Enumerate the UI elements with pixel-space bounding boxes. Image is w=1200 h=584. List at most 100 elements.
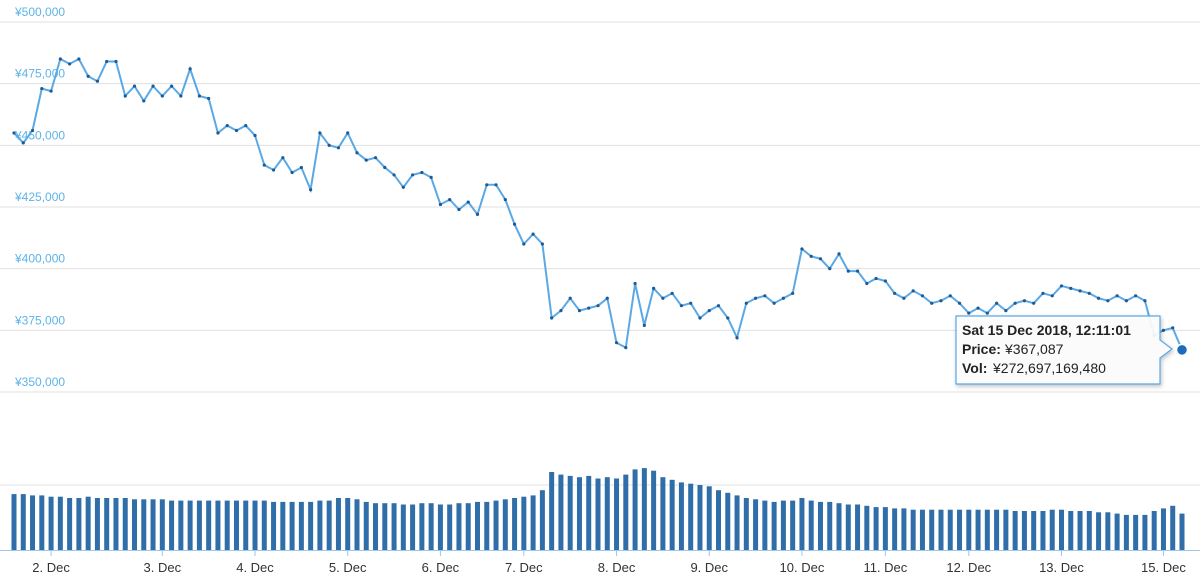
volume-bar [437, 504, 443, 550]
volume-bar [187, 500, 193, 550]
point [309, 188, 313, 192]
volume-bar [159, 499, 165, 550]
volume-bar [1096, 512, 1102, 550]
volume-bar [456, 503, 462, 550]
point [346, 131, 350, 135]
volume-bar [1077, 511, 1083, 550]
volume-bar [1142, 514, 1148, 550]
volume-bar [697, 485, 703, 550]
volume-bar [1123, 514, 1129, 550]
point [142, 99, 146, 103]
point [216, 131, 220, 135]
point [948, 294, 952, 298]
volume-bar [892, 508, 898, 550]
volume-bar [808, 500, 814, 550]
point [605, 296, 609, 300]
volume-bar [1049, 509, 1055, 550]
volume-bar [169, 500, 175, 550]
volume-bar [447, 504, 453, 550]
point [327, 143, 331, 147]
volume-bar [938, 509, 944, 550]
point [995, 301, 999, 305]
volume-bar [919, 509, 925, 550]
volume-bar [521, 496, 527, 550]
volume-bar [391, 503, 397, 550]
x-tick-label: 2. Dec [32, 560, 70, 575]
point [902, 296, 906, 300]
point [726, 316, 730, 320]
point [1106, 299, 1110, 303]
volume-bar [215, 500, 221, 550]
volume-bar [855, 504, 861, 550]
point [355, 151, 359, 155]
point [160, 94, 164, 98]
point [438, 202, 443, 207]
point [1050, 294, 1054, 298]
point [151, 84, 155, 88]
point [234, 128, 239, 133]
volume-bar [354, 499, 360, 550]
point [225, 124, 229, 128]
point [132, 84, 137, 88]
volume-bar [1058, 509, 1064, 550]
point [86, 74, 90, 78]
volume-bar [669, 479, 675, 550]
point [707, 309, 711, 313]
point [1069, 286, 1073, 290]
volume-bar [113, 498, 119, 550]
volume-bar [734, 495, 740, 550]
volume-bar [614, 478, 620, 550]
volume-bar [882, 507, 888, 550]
point [744, 301, 748, 305]
point [596, 304, 600, 308]
point [985, 311, 989, 315]
x-tick-label: 11. Dec [863, 560, 907, 575]
x-tick-label: 10. Dec [780, 560, 825, 575]
volume-bar [771, 501, 777, 550]
x-tick-label: 8. Dec [598, 560, 636, 575]
point [531, 232, 535, 236]
volume-bar [94, 498, 100, 550]
volume-bar [651, 470, 657, 550]
volume-bar [678, 482, 684, 550]
point [299, 165, 303, 170]
point [1078, 289, 1082, 293]
volume-bar [762, 500, 768, 550]
point [114, 59, 118, 64]
point [1171, 326, 1175, 330]
point [587, 306, 591, 310]
volume-bar [1012, 511, 1018, 550]
point [930, 301, 934, 305]
point [95, 79, 100, 83]
point [207, 96, 211, 101]
volume-bar [373, 503, 379, 550]
point [772, 301, 776, 305]
volume-bar [817, 501, 823, 550]
volume-bar [30, 495, 36, 550]
point [855, 269, 860, 273]
volume-bar [725, 492, 731, 550]
x-tick-label: 9. Dec [690, 560, 728, 575]
volume-bar [224, 500, 230, 550]
point [429, 175, 433, 179]
volume-bar [957, 509, 963, 550]
tooltip-price: ¥367,087 [1004, 341, 1064, 357]
volume-bar [1031, 511, 1037, 550]
point [1115, 294, 1119, 298]
volume-bar [11, 494, 17, 550]
volume-bar [85, 496, 91, 550]
volume-bar [790, 500, 796, 550]
y-tick-label: ¥500,000 [14, 5, 65, 19]
tooltip-vol: ¥272,697,169,480 [992, 360, 1106, 376]
volume-bar [150, 499, 156, 550]
point [633, 281, 637, 286]
point [624, 346, 628, 350]
point [188, 67, 192, 71]
point [1161, 328, 1166, 332]
volume-bar [76, 498, 82, 550]
x-tick-label: 15. Dec [1141, 560, 1186, 575]
point [281, 156, 285, 160]
point [123, 94, 127, 98]
point [466, 200, 470, 204]
point [698, 316, 702, 320]
